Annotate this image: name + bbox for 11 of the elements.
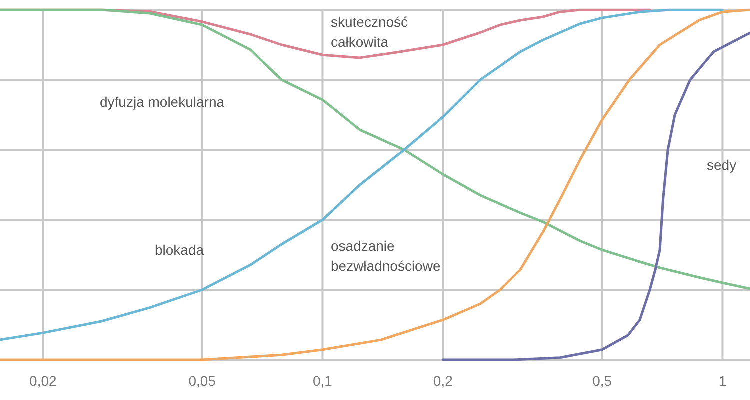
- annotation: sedy: [707, 157, 737, 173]
- x-tick-label: 0,5: [592, 373, 612, 389]
- annotation: skuteczność całkowita: [331, 14, 408, 50]
- x-tick-label: 0,02: [30, 373, 57, 389]
- x-tick-label: 0,1: [313, 373, 333, 389]
- x-tick-label: 0,05: [188, 373, 216, 389]
- x-tick-label: 1: [718, 373, 727, 389]
- annotation: dyfuzja molekularna: [100, 94, 225, 110]
- x-tick-label: 0,2: [433, 373, 454, 389]
- annotation: osadzanie bezwładnościowe: [331, 238, 441, 274]
- annotation: blokada: [155, 242, 204, 258]
